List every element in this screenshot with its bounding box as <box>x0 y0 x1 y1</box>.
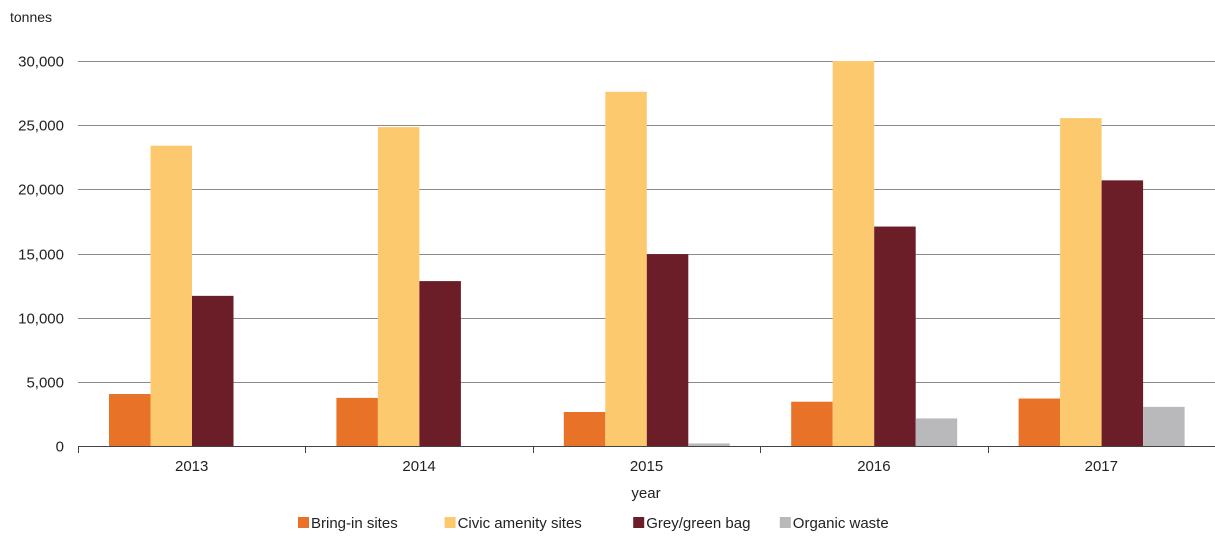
legend: Bring-in sites Civic amenity sites Grey/gr… <box>298 515 889 532</box>
bar <box>336 397 378 446</box>
legend-label: Organic waste <box>793 515 889 532</box>
y-tick-label: 0 <box>56 439 64 456</box>
y-tick-label: 5,000 <box>26 375 64 392</box>
bar <box>1101 180 1144 446</box>
y-tick-label: 25,000 <box>18 118 64 135</box>
bar <box>1018 398 1061 446</box>
y-tick-label: 15,000 <box>18 247 64 264</box>
x-tick-label: 2013 <box>175 458 208 475</box>
bar <box>419 281 461 446</box>
bar <box>832 61 875 446</box>
legend-swatch <box>779 517 791 528</box>
y-tick-label: 10,000 <box>18 311 64 328</box>
legend-swatch <box>444 517 456 528</box>
legend-label: Civic amenity sites <box>458 515 582 532</box>
legend-label: Bring-in sites <box>311 515 398 532</box>
bar <box>915 418 958 446</box>
bar <box>605 91 647 447</box>
bar <box>377 127 420 446</box>
x-tick-label: 2015 <box>630 458 663 475</box>
x-tick-label: 2016 <box>857 458 890 475</box>
bar <box>563 411 606 446</box>
bar <box>192 295 234 446</box>
bars <box>109 61 1185 447</box>
bar <box>646 254 689 446</box>
y-tick-label: 20,000 <box>18 182 64 199</box>
legend-label: Grey/green bag <box>646 515 750 532</box>
bar <box>874 226 916 446</box>
bar <box>1143 406 1185 446</box>
x-axis <box>78 446 1215 453</box>
x-axis-title: year <box>631 485 660 502</box>
legend-swatch <box>298 517 309 528</box>
bar <box>1060 118 1102 446</box>
legend-swatch <box>633 517 645 528</box>
x-tick-label: 2017 <box>1085 458 1118 475</box>
y-tick-label: 30,000 <box>18 54 64 71</box>
bar <box>150 145 192 446</box>
y-axis-title: tonnes <box>10 9 52 25</box>
x-tick-label: 2014 <box>402 458 435 475</box>
bar <box>109 394 151 446</box>
tick-labels: 0 5,000 10,000 15,000 20,000 25,000 30,000 2013… <box>18 54 1118 476</box>
bar <box>791 401 833 446</box>
bar <box>688 443 730 446</box>
